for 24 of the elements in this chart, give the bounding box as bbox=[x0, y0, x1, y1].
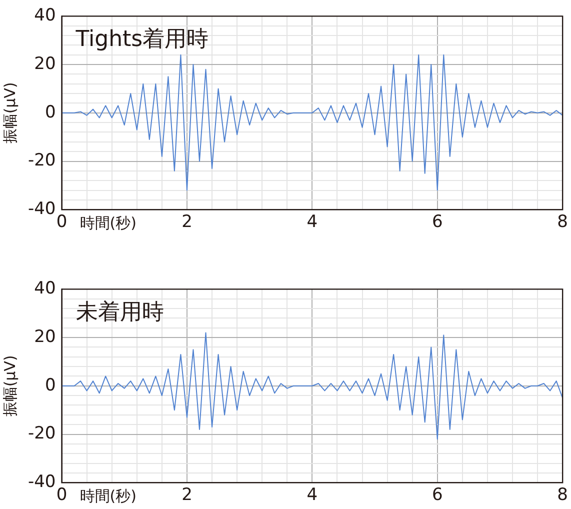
y-axis-title: 振幅(μV) bbox=[0, 355, 19, 417]
y-tick-label: 20 bbox=[34, 54, 56, 74]
x-tick-label: 8 bbox=[557, 212, 568, 232]
text: Tights着用時 bbox=[74, 26, 209, 52]
x-tick-label: 2 bbox=[182, 212, 192, 232]
y-tick-label: 0 bbox=[44, 102, 56, 122]
x-tick-label: 8 bbox=[557, 485, 568, 506]
y-tick-label: 20 bbox=[34, 326, 56, 347]
y-tick-label: -40 bbox=[28, 472, 56, 492]
y-axis-title: 振幅(μV) bbox=[0, 82, 19, 144]
x-axis-title: 時間(秒) bbox=[80, 486, 136, 505]
y-tick-label: -40 bbox=[28, 199, 56, 220]
y-tick-label: 40 bbox=[34, 278, 56, 299]
x-tick-label: 6 bbox=[432, 212, 443, 232]
x-tick-label: 4 bbox=[306, 485, 318, 506]
y-tick-label: -20 bbox=[28, 150, 56, 171]
y-tick-label: 40 bbox=[34, 6, 56, 26]
x-tick-label: 6 bbox=[432, 485, 443, 506]
text: 未着用時 bbox=[76, 300, 164, 325]
x-axis-title: 時間(秒) bbox=[80, 214, 136, 232]
x-tick-label: 4 bbox=[306, 212, 318, 232]
y-tick-label: 0 bbox=[44, 375, 56, 396]
x-tick-label: 2 bbox=[182, 485, 192, 506]
y-tick-label: -20 bbox=[28, 424, 56, 444]
